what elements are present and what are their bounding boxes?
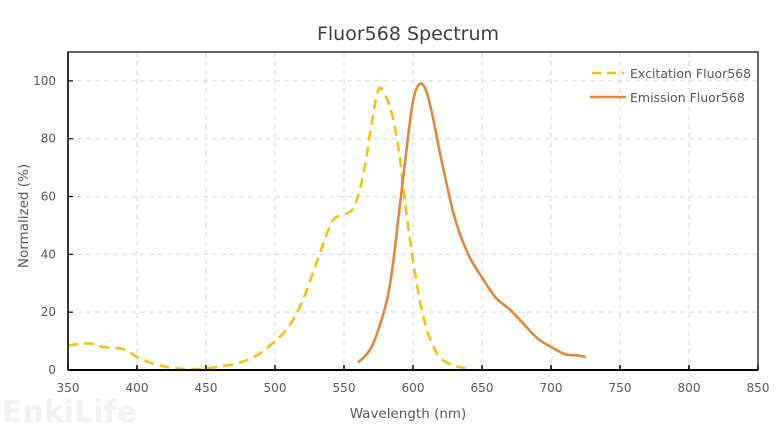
- y-axis-ticks: 0 20 40 60 80 100: [33, 74, 73, 377]
- y-tick-label: 60: [41, 190, 56, 204]
- y-axis-label: Normalized (%): [16, 164, 32, 268]
- legend-item-emission: Emission Fluor568: [590, 90, 745, 105]
- x-axis-ticks: 350 400 450 500 550 600 650 700 750 800 850: [57, 365, 770, 395]
- y-tick-label: 40: [41, 247, 56, 261]
- series-lines: [67, 82, 586, 371]
- legend-label: Excitation Fluor568: [630, 66, 751, 81]
- x-tick-label: 650: [471, 381, 494, 395]
- watermark: EnkiLife: [2, 395, 137, 430]
- x-tick-label: 550: [333, 381, 356, 395]
- x-tick-label: 600: [402, 381, 425, 395]
- y-tick-label: 20: [41, 305, 56, 319]
- legend-label: Emission Fluor568: [630, 90, 745, 105]
- emission-curve: [356, 82, 586, 364]
- x-tick-label: 800: [678, 381, 701, 395]
- x-tick-label: 850: [747, 381, 770, 395]
- y-tick-label: 80: [41, 132, 56, 146]
- y-tick-label: 100: [33, 74, 56, 88]
- y-tick-label: 0: [48, 363, 56, 377]
- excitation-curve: [67, 86, 469, 371]
- x-tick-label: 500: [264, 381, 287, 395]
- x-tick-label: 350: [57, 381, 80, 395]
- chart-title: Fluor568 Spectrum: [317, 23, 499, 45]
- x-tick-label: 750: [609, 381, 632, 395]
- legend: Excitation Fluor568 Emission Fluor568: [590, 66, 751, 105]
- x-tick-label: 400: [126, 381, 149, 395]
- x-axis-label: Wavelength (nm): [350, 406, 467, 422]
- legend-item-excitation: Excitation Fluor568: [592, 66, 751, 81]
- x-tick-label: 700: [540, 381, 563, 395]
- x-tick-label: 450: [195, 381, 218, 395]
